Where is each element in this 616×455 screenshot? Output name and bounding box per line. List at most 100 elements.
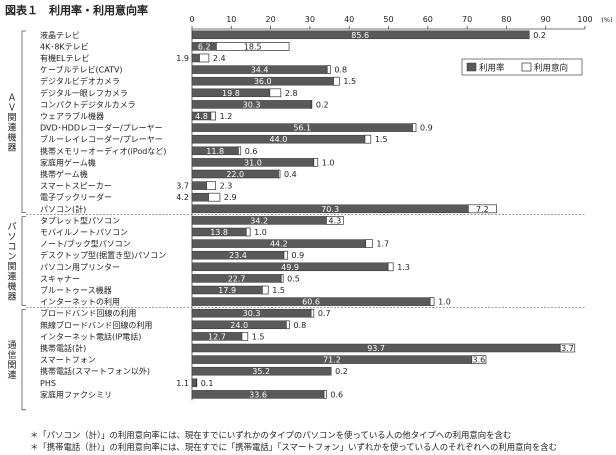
usage-value-label: 24.0 [230,321,248,330]
intent-value-label: 0.7 [318,309,331,318]
usage-value-label: 36.0 [254,77,272,86]
intent-bar [245,227,251,237]
intent-bar [269,88,282,98]
intent-bar [283,250,288,260]
usage-value-label: 30.3 [243,309,261,318]
category-label: タブレット型パソコン [40,215,120,225]
intent-bar [310,308,315,318]
group-label-char: ソ [7,233,16,243]
usage-value-label: 3.7 [176,182,189,191]
intent-value-label: 0.8 [293,321,306,330]
category-label: 携帯メモリーオーディオ(iPodなど) [40,146,166,156]
intent-bar [210,111,216,121]
intent-bar [310,100,313,109]
intent-bar [528,30,530,40]
usage-value-label: 6.2 [198,42,211,51]
usage-value-label: 4.2 [176,193,189,202]
intent-value-label: 1.0 [322,158,335,167]
intent-bar [280,274,284,283]
intent-value-label: 7.2 [476,205,489,214]
intent-value-label: 0.2 [533,31,546,40]
intent-bar [365,239,373,248]
usage-value-label: 34.2 [250,216,268,225]
category-label: コンパクトデジタルカメラ [40,99,136,109]
category-label: 無線ブロードバンド回線の利用 [40,320,152,330]
x-tick-label: 50 [383,15,393,24]
category-label: 携帯ゲーム機 [40,169,88,179]
intent-bar [429,297,435,306]
usage-value-label: 56.1 [293,124,311,133]
category-label: スキャナー [40,274,80,283]
intent-value-label: 0.9 [291,251,304,260]
category-label: DVD･HDDレコーダー/プレーヤー [40,123,163,133]
category-label: ブルーレイレコーダー/プレーヤー [40,134,163,144]
category-label: 携帯電話(計) [40,343,86,353]
usage-value-label: 19.8 [222,89,240,98]
category-label: ブルートゥース機器 [40,285,112,295]
category-label: パソコン用プリンター [40,263,120,272]
intent-bar [467,204,497,214]
chart-title: 図表１ 利用率・利用意向率 [5,4,148,17]
intent-bar [238,146,242,156]
category-label: スマートフォン [40,356,96,365]
legend-swatch-usage [466,62,477,72]
category-label: 電子ブックリーダー [40,192,112,202]
intent-value-label: 0.1 [201,379,214,388]
intent-value-label: 0.8 [334,66,347,75]
usage-value-label: 49.9 [281,263,299,272]
group-label-char: 通 [7,340,16,351]
group-label-char: パ [7,222,16,233]
intent-value-label: 3.6 [473,356,486,365]
usage-value-label: 34.4 [251,66,269,75]
usage-value-label: 4.8 [195,112,208,121]
category-label: インターネットの利用 [40,297,120,307]
group-label-char: Ｖ [7,103,16,113]
intent-value-label: 2.8 [285,89,298,98]
category-label: 有機ELテレビ [40,53,90,63]
group-label-char: 連 [7,121,16,133]
legend-label-intent: 利用意向 [534,63,568,74]
usage-value-label: 22.7 [228,274,246,283]
intent-bar [241,332,249,341]
x-tick-label: 60 [423,15,433,24]
intent-value-label: 0.6 [330,390,343,399]
category-label: デジタル一眼レフカメラ [40,88,128,98]
intent-bar [364,134,372,144]
intent-value-label: 1.5 [272,286,285,295]
usage-value-label: 22.0 [226,170,244,179]
intent-value-label: 0.9 [420,124,433,133]
intent-value-label: 0.2 [316,100,329,109]
category-label: デジタルビデオカメラ [40,76,120,86]
group-label-char: ン [7,253,16,263]
usage-bar [191,378,197,388]
intent-value-label: 0.4 [284,170,297,179]
x-tick-label: 70 [462,15,472,24]
usage-value-label: 93.7 [367,344,385,353]
intent-bar [199,53,210,63]
group-bracket [21,216,26,306]
x-tick-label: 80 [501,15,511,24]
usage-value-label: 23.4 [229,251,247,260]
intent-bar [216,42,290,51]
usage-value-label: 13.8 [210,228,228,237]
intent-bar [208,192,221,202]
intent-bar [261,285,269,295]
group-bracket [21,309,26,411]
usage-value-label: 85.6 [351,31,369,40]
category-label: 家庭用ゲーム機 [40,157,96,167]
category-label: PHS [40,379,56,388]
usage-value-label: 70.3 [321,205,339,214]
intent-value-label: 3.7 [561,344,574,353]
usage-value-label: 31.0 [244,158,262,167]
intent-value-label: 2.9 [224,193,237,202]
usage-bar [191,181,207,190]
intent-bar [412,123,417,132]
usage-value-label: 1.1 [176,379,189,388]
group-label-char: 関 [7,112,16,123]
intent-bar [559,343,576,353]
usage-value-label: 30.3 [243,100,261,109]
intent-value-label: 2.3 [220,182,233,191]
intent-value-label: 1.0 [254,228,267,237]
group-label-char: 機 [7,281,16,293]
